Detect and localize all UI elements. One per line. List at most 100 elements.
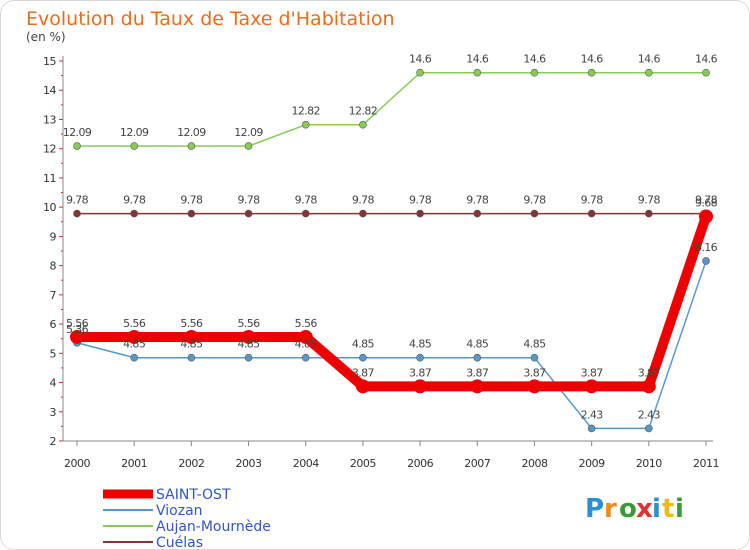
data-label: 9.78 [466,194,489,207]
x-tick-label: 2004 [293,457,319,470]
data-point [587,424,596,433]
series-line-viozan [76,260,707,430]
data-labels: 12.09 12.09 12.09 12.09 12.82 12.82 14.6 14.6 14… [63,53,718,422]
data-point [130,353,138,362]
data-point [413,379,428,394]
data-point [699,209,713,224]
data-point [359,353,367,362]
data-point [130,142,138,150]
data-point [130,209,138,218]
data-point [73,142,81,150]
x-tick-label: 2005 [350,457,376,470]
data-point [355,379,370,394]
brand-letter: t [662,494,674,524]
data-point [587,68,596,77]
y-tick-label: 4 [50,377,57,390]
data-label: 9.78 [581,194,604,207]
data-label: 5.36 [66,323,89,336]
data-point [416,209,424,218]
data-label: 9.78 [180,194,203,207]
data-point [127,329,142,344]
data-point [530,209,539,218]
data-label: 2.43 [638,408,661,421]
data-label: 9.78 [352,194,375,207]
y-tick-label: 3 [50,406,57,419]
data-label: 12.09 [177,126,206,139]
data-label: 3.87 [352,366,375,379]
data-point [244,353,253,362]
data-point [359,209,367,218]
x-tick-label: 2007 [464,457,490,470]
data-point [301,120,310,129]
x-tick-label: 2006 [407,457,433,470]
y-tick-label: 8 [50,260,57,273]
y-tick-label: 6 [50,318,57,331]
data-point [187,353,196,362]
data-label: 12.82 [349,105,378,118]
data-point [473,68,482,77]
data-label: 4.85 [466,338,489,351]
data-label: 9.78 [123,194,146,207]
data-point [187,142,196,150]
data-point [470,379,485,394]
data-label: 5.56 [66,317,89,330]
data-label: 4.85 [523,338,546,351]
data-point [584,379,599,394]
series-layer [70,68,713,433]
y-tick-label: 7 [50,289,57,302]
data-point [587,209,596,218]
data-point [244,142,253,150]
data-point [645,68,653,77]
data-label: 14.6 [466,53,489,66]
y-tick-label: 14 [43,84,56,97]
y-tick-label: 13 [43,113,56,126]
data-label: 12.09 [63,126,92,139]
data-point [702,68,710,77]
data-label: 9.78 [695,194,718,207]
y-tick-label: 2 [50,435,57,448]
data-point [530,68,539,77]
x-tick-label: 2011 [693,457,719,470]
x-tick-label: 2009 [579,457,605,470]
brand-letter: i [675,494,684,524]
data-label: 3.87 [409,366,432,379]
legend-label: Aujan-Mournède [156,519,271,535]
data-label: 5.56 [180,317,203,330]
x-tick-label: 2002 [178,457,204,470]
x-tick-label: 2010 [636,457,662,470]
series-line-saint-ost [72,211,711,392]
data-point [301,209,310,218]
data-label: 12.82 [291,105,320,118]
data-point [473,353,482,362]
data-label: 9.78 [237,194,260,207]
data-label: 3.87 [466,366,489,379]
x-tick-label: 2001 [121,457,147,470]
brand-letter: x [636,494,653,524]
data-label: 14.6 [409,53,432,66]
y-tick-label: 9 [50,230,57,243]
data-point [73,209,81,218]
data-label: 14.6 [581,53,604,66]
y-tick-label: 5 [50,347,57,360]
data-label: 9.68 [695,197,718,210]
data-label: 3.87 [638,366,661,379]
data-label: 8.16 [695,241,718,254]
data-label: 9.78 [638,194,661,207]
data-label: 12.09 [120,126,149,139]
x-tick-label: 2000 [64,457,90,470]
brand-letter: P [585,494,604,524]
brand-letter: i [652,494,661,524]
data-point [244,209,253,218]
data-label: 9.78 [523,194,546,207]
data-label: 14.6 [695,53,718,66]
chart-subtitle: (en %) [26,30,66,44]
data-point [702,257,710,265]
data-point [530,353,539,362]
data-label: 9.78 [409,194,432,207]
y-tick-label: 15 [43,55,56,68]
series-line-aujan-mourn-de [76,71,707,147]
data-point [416,68,424,77]
